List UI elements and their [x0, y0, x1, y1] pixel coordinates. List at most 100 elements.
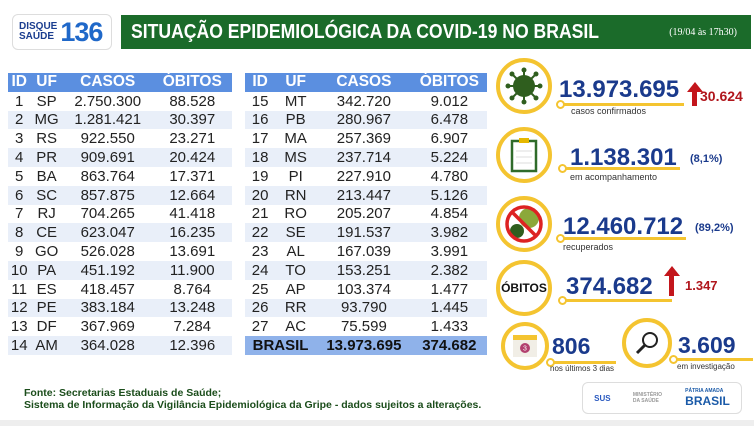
divider-dot — [546, 358, 555, 367]
table-row: 23 AL 167.039 3.991 — [245, 242, 487, 261]
table-cell: 5.224 — [411, 148, 487, 167]
column-header: ID — [245, 73, 276, 92]
table-cell: 16 — [245, 110, 276, 130]
government-logos: SUS MINISTÉRIO DA SAÚDE PÁTRIA AMADA BRAS… — [582, 382, 742, 414]
table-cell: 2.750.300 — [74, 92, 142, 110]
table-cell: 11.900 — [152, 260, 232, 280]
recovered-value: 12.460.712 — [563, 213, 684, 240]
table-cell: 10 — [8, 260, 31, 280]
table-cell: 8 — [8, 223, 31, 243]
table-cell: MT — [284, 92, 307, 110]
table-row: 15 MT 342.720 9.012 — [245, 92, 487, 111]
table-row: 4 PR 909.691 20.424 — [8, 148, 232, 167]
recent-deaths-value: 806 — [552, 333, 591, 359]
states-table-left: ID UF CASOS ÓBITOS 1 SP 2.750.300 88.528 2 MG 1.28… — [8, 73, 232, 355]
up-arrow-icon — [664, 266, 680, 276]
divider-dot — [669, 355, 678, 364]
page-title: SITUAÇÃO EPIDEMIOLÓGICA DA COVID-19 NO B… — [131, 20, 600, 43]
table-row: 1 SP 2.750.300 88.528 — [8, 92, 232, 111]
table-row: 12 PE 383.184 13.248 — [8, 298, 232, 318]
table-cell: 3.982 — [411, 223, 487, 243]
table-row: 9 GO 526.028 13.691 — [8, 242, 232, 261]
table-cell: 22 — [245, 223, 276, 243]
deaths-badge: ÓBITOS — [496, 260, 552, 316]
table-cell: 8.764 — [173, 280, 212, 298]
table-cell: 237.714 — [316, 148, 412, 167]
table-cell: 88.528 — [169, 92, 216, 110]
table-row: 21 RO 205.207 4.854 — [245, 205, 487, 224]
table-cell: RR — [275, 298, 317, 318]
table-header: ID UF CASOS ÓBITOS — [8, 73, 232, 92]
deaths-badge-label: ÓBITOS — [501, 281, 547, 295]
table-row: 2 MG 1.281.421 30.397 — [8, 110, 232, 130]
table-cell: 909.691 — [62, 148, 153, 167]
table-cell: 17.371 — [169, 167, 216, 185]
monitoring-value: 1.138.301 — [570, 144, 677, 171]
table-cell: 451.192 — [62, 260, 153, 280]
table-cell: 103.374 — [336, 280, 391, 298]
table-cell: 13.691 — [169, 243, 216, 261]
brasil-logo: PÁTRIA AMADA BRASIL — [685, 388, 730, 408]
table-cell: 227.910 — [336, 167, 391, 185]
table-cell: 4 — [8, 148, 31, 167]
bottom-bar — [0, 420, 754, 426]
table-cell: 418.457 — [80, 280, 135, 298]
table-cell: 12 — [8, 298, 31, 318]
monitoring-percent: (8,1%) — [690, 153, 723, 165]
table-cell: 191.537 — [316, 223, 412, 243]
table-cell: 18 — [245, 148, 276, 167]
source-line: Sistema de Informação da Vigilância Epid… — [24, 399, 482, 411]
table-cell: 6 — [8, 185, 31, 205]
table-cell: 19 — [251, 167, 269, 185]
table-row: 19 PI 227.910 4.780 — [245, 167, 487, 186]
table-cell: 16.235 — [152, 223, 232, 243]
table-cell: 1.281.421 — [62, 110, 153, 130]
up-arrow-icon — [692, 92, 697, 106]
table-row: 5 BA 863.764 17.371 — [8, 167, 232, 186]
confirmed-increase: 30.624 — [700, 88, 743, 104]
table-cell: 27 — [251, 318, 269, 336]
table-cell: 153.251 — [316, 260, 412, 280]
calendar-icon: 3 — [501, 322, 549, 370]
table-cell: 4.780 — [430, 167, 469, 185]
disque-saude-logo: DISQUE SAÚDE 136 — [12, 14, 112, 50]
investigation-label: em investigação — [677, 362, 735, 371]
table-cell: RJ — [37, 205, 56, 223]
table-cell: SE — [275, 223, 317, 243]
table-cell: 20 — [245, 185, 276, 205]
table-cell: 24 — [245, 260, 276, 280]
date-stamp: (19/04 às 17h30) — [669, 27, 737, 38]
table-cell: 2.382 — [411, 260, 487, 280]
table-cell: 1.433 — [430, 318, 469, 336]
table-cell: SC — [30, 185, 63, 205]
table-row: 11 ES 418.457 8.764 — [8, 280, 232, 299]
table-cell: BA — [36, 167, 57, 185]
table-cell: 4.854 — [430, 205, 469, 223]
table-cell: 863.764 — [80, 167, 135, 185]
table-row: 24 TO 153.251 2.382 — [245, 260, 487, 280]
recent-deaths-label: nos últimos 3 dias — [550, 364, 615, 373]
virus-icon — [496, 58, 552, 114]
brasil-text: BRASIL — [685, 394, 730, 408]
table-cell: DF — [36, 318, 57, 336]
investigation-value: 3.609 — [678, 332, 736, 358]
magnifier-icon — [622, 318, 672, 368]
table-row: 10 PA 451.192 11.900 — [8, 260, 232, 280]
table-cell: 3 — [15, 130, 24, 148]
table-cell: AP — [285, 280, 306, 298]
table-cell: 41.418 — [169, 205, 216, 223]
table-row: 7 RJ 704.265 41.418 — [8, 205, 232, 224]
table-cell: 2 — [8, 110, 31, 130]
table-row: 13 DF 367.969 7.284 — [8, 317, 232, 336]
table-cell: 11 — [11, 280, 27, 298]
table-cell: RN — [275, 185, 317, 205]
table-header: ID UF CASOS ÓBITOS — [245, 73, 487, 92]
column-header: CASOS — [62, 73, 153, 92]
table-cell: 3.991 — [430, 243, 469, 261]
table-cell: 526.028 — [80, 243, 135, 261]
table-cell: PR — [30, 148, 63, 167]
table-cell: PE — [30, 298, 63, 318]
divider — [550, 361, 616, 364]
states-table-right: ID UF CASOS ÓBITOS 15 MT 342.720 9.012 16 PB 280.9… — [245, 73, 487, 355]
table-cell: 13.248 — [152, 298, 232, 318]
